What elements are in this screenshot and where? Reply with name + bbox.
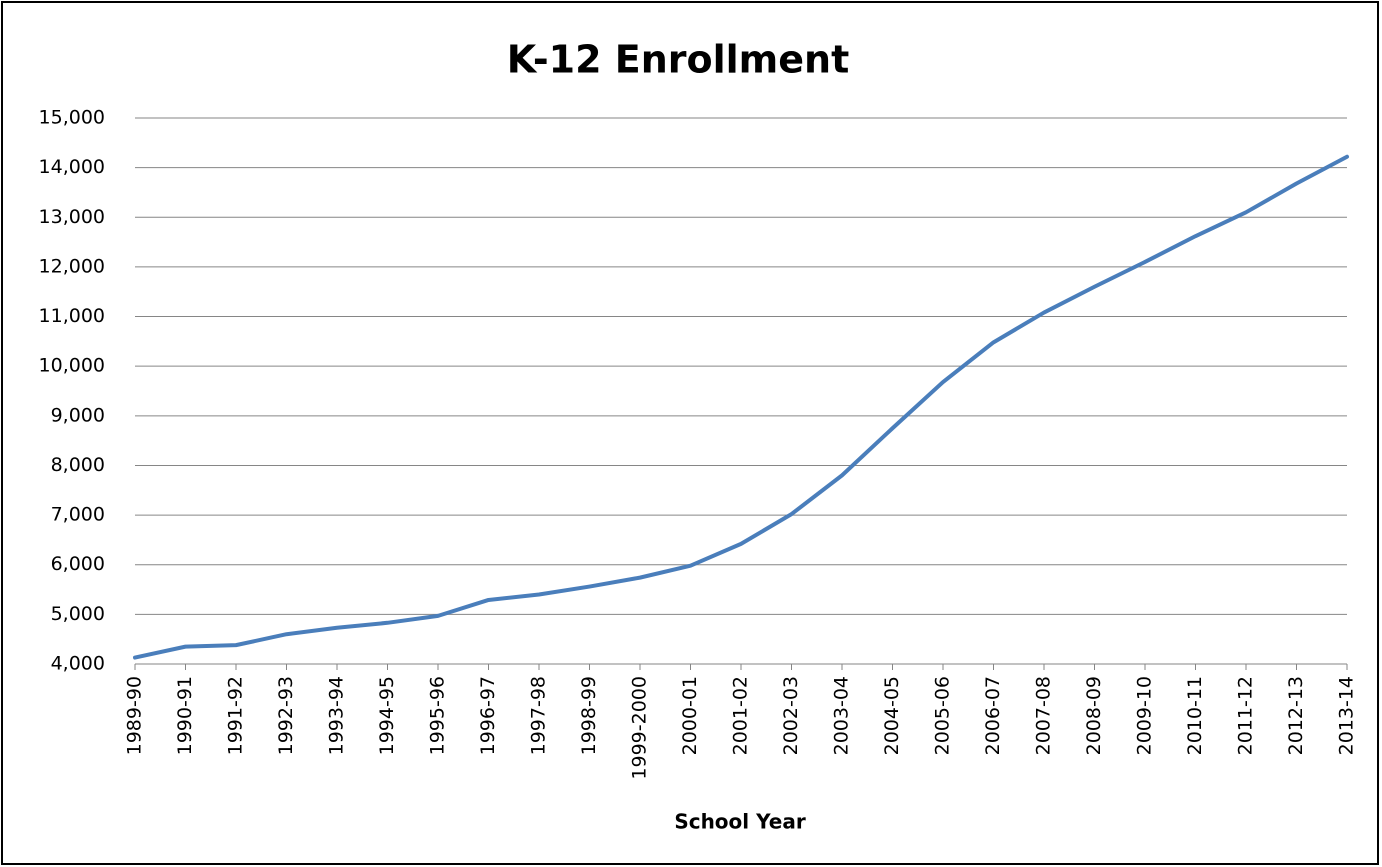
x-tick-label: 2008-09 [1083,676,1105,755]
y-tick-label: 15,000 [39,107,105,129]
x-tick-label: 1990-91 [174,676,196,755]
x-tick-label: 2006-07 [982,676,1004,755]
x-axis-title: School Year [674,810,806,834]
x-tick-label: 1989-90 [124,676,146,755]
data-line [133,154,1349,660]
chart-title: K-12 Enrollment [507,38,850,82]
x-tick-label: 2012-13 [1285,676,1307,755]
x-tick-label: 1993-94 [326,676,348,755]
x-tick-label: 2009-10 [1134,676,1156,755]
x-tick-label: 2003-04 [831,676,853,755]
x-tick-label: 1998-99 [578,676,600,755]
x-tick-label: 1992-93 [275,676,297,755]
x-tick-label: 1997-98 [528,676,550,755]
x-tick-label: 2004-05 [881,676,903,755]
y-tick-label: 10,000 [39,355,105,377]
x-tick-label: 2007-08 [1033,676,1055,755]
y-tick-label: 5,000 [51,603,105,625]
y-tick-label: 13,000 [39,206,105,228]
x-tick-label: 2001-02 [730,676,752,755]
y-tick-label: 12,000 [39,255,105,277]
y-tick-label: 4,000 [51,653,105,675]
x-tick-label: 2011-12 [1235,676,1257,755]
x-tick-label: 1999-2000 [629,676,651,780]
x-tick-label: 2002-03 [780,676,802,755]
x-tick-label: 1995-96 [427,676,449,755]
y-tick-label: 6,000 [51,553,105,575]
x-tick-label: 2013-14 [1336,676,1358,755]
x-tick-label: 2000-01 [679,676,701,755]
x-tick-label: 1991-92 [225,676,247,755]
x-tick-label: 2005-06 [932,676,954,755]
x-tick-label: 1994-95 [376,676,398,755]
x-tick-label: 2010-11 [1184,676,1206,755]
y-tick-label: 14,000 [39,156,105,178]
x-tick-label: 1996-97 [477,676,499,755]
y-tick-label: 7,000 [51,504,105,526]
y-tick-label: 9,000 [51,404,105,426]
y-tick-label: 8,000 [51,454,105,476]
y-tick-label: 11,000 [39,305,105,327]
